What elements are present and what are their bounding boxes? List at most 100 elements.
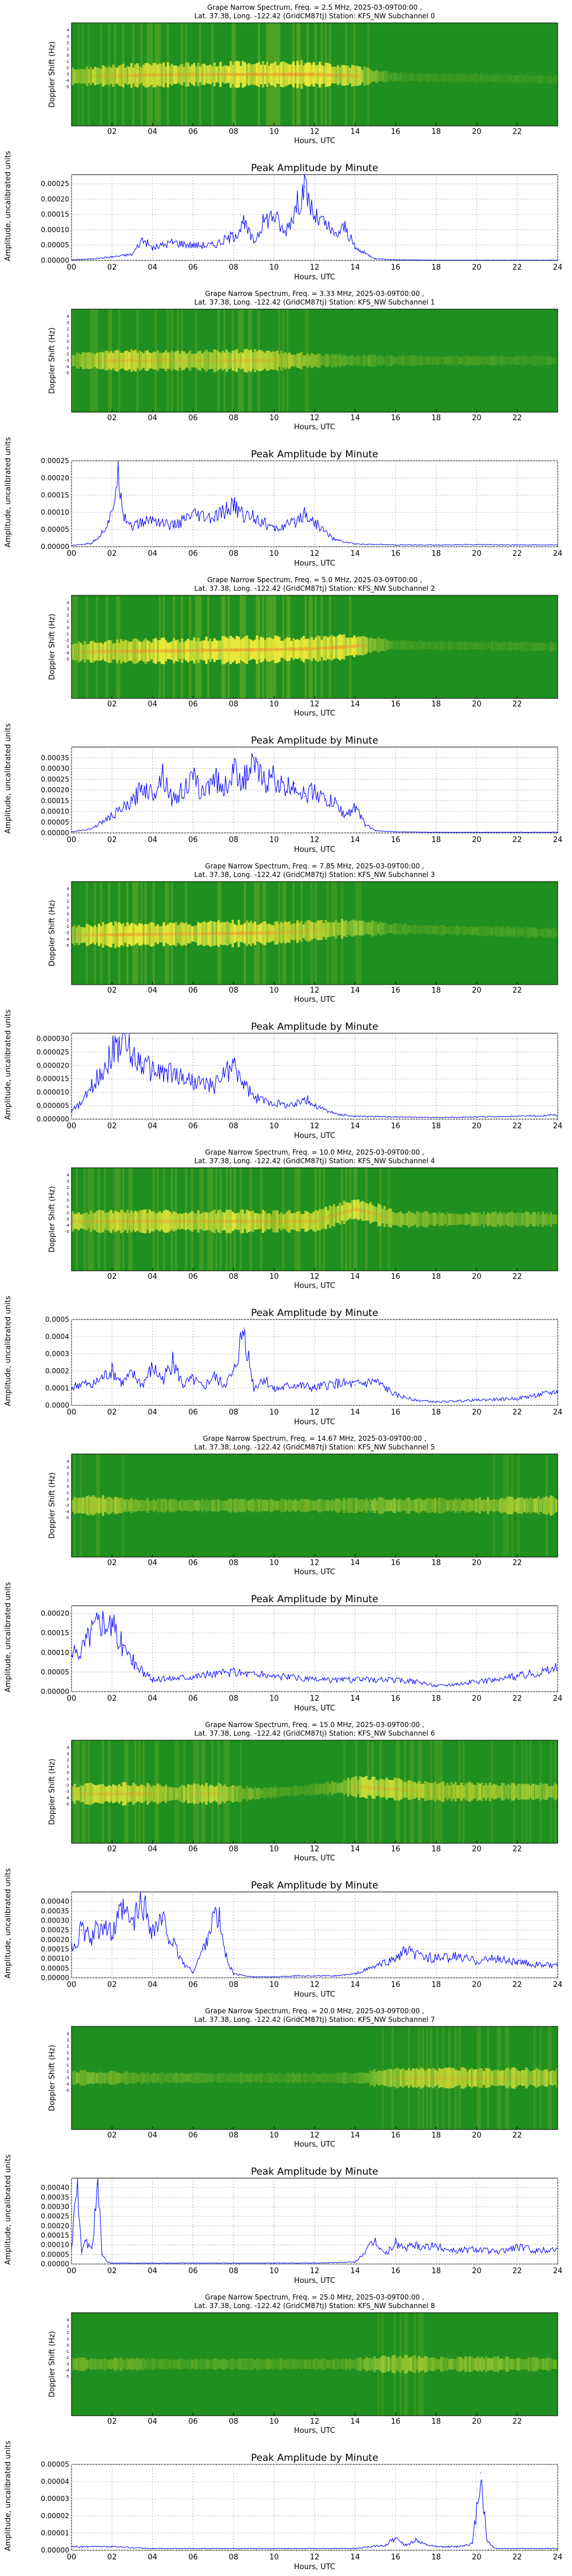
spectrogram-band [527,642,530,651]
amplitude-xlabel: Hours, UTC [294,1704,335,1713]
spectrogram-ytick-label: -5 [65,85,69,89]
spectrogram-core [460,2076,463,2080]
spectrogram-band [519,929,522,936]
spectrogram-band [535,642,538,651]
spectrogram-core [286,930,289,934]
spectrogram-band [412,924,415,935]
spectrogram-streak [282,1168,285,1271]
spectrogram-band [93,642,97,661]
spectrogram-xtick-label: 16 [391,2131,400,2140]
spectrogram-ytick-label: 2 [67,2330,69,2335]
spectrogram-core [355,74,357,78]
amplitude-ytick-label: 0.00005 [41,1668,69,1676]
amplitude-point [273,1389,275,1390]
spectrogram-band [213,1500,216,1511]
spectrogram-band [402,925,404,933]
amplitude-point [91,1386,93,1387]
spectrogram-band [278,2072,281,2084]
spectrogram-streak [553,1740,556,1843]
spectrogram-core [296,930,299,934]
spectrogram-band [110,2071,113,2085]
spectrogram-core [122,1792,125,1796]
spectrogram-xtick-label: 08 [229,700,239,709]
spectrogram-core [231,73,234,76]
amplitude-xtick-label: 22 [513,263,522,272]
spectrogram-band [488,2069,491,2087]
spectrogram-core [126,650,129,653]
spectrogram-band [440,1498,443,1514]
spectrogram-core [100,1504,102,1507]
spectrogram-band [533,1498,536,1513]
spectrogram-band [84,1783,86,1804]
spectrogram-band [416,1783,419,1798]
amplitude-point [152,519,153,520]
spectrogram-band [310,1784,313,1796]
spectrogram-streak [148,23,151,126]
amplitude-point [192,1379,194,1380]
spectrogram-band [491,1212,494,1227]
amplitude-point [334,1975,336,1977]
spectrogram-band [76,1214,78,1229]
spectrogram-band [274,1210,277,1232]
spectrogram-core [88,1504,90,1507]
spectrogram-band [244,1214,247,1229]
spectrogram-band [410,641,412,650]
spectrogram-xtick-label: 12 [310,986,320,995]
spectrogram-band [315,1500,317,1511]
spectrogram-band [237,353,240,368]
spectrogram-core [315,1219,317,1223]
spectrogram-xtick-label: 20 [472,700,482,709]
spectrogram-core [72,650,74,654]
spectrogram-band [328,2360,331,2369]
spectrogram-core [474,2076,477,2080]
spectrogram-band [268,2072,271,2084]
spectrogram-core [85,1504,88,1507]
spectrogram-band [507,642,510,651]
spectrogram-band [249,920,252,946]
spectrogram-core [190,1792,194,1796]
spectrogram-core [195,1219,198,1223]
spectrogram-band [128,352,131,369]
spectrogram-core [169,358,172,363]
amplitude-xlabel: Hours, UTC [294,2563,335,2571]
spectrogram-band [468,2069,471,2087]
spectrogram-band [98,1784,101,1803]
spectrogram-band [276,2358,279,2370]
spectrogram-band [190,1211,194,1232]
spectrogram-core [357,644,360,648]
amplitude-ytick-label: 0.0005 [45,1315,69,1323]
spectrogram-band [349,68,352,84]
spectrogram-core [343,73,345,78]
spectrogram-band [185,922,188,946]
spectrogram-band [98,68,101,85]
spectrogram-band [223,65,226,84]
spectrogram-streak [195,595,197,698]
spectrogram-band [316,1210,319,1231]
amplitude-point [77,2187,78,2188]
spectrogram-band [347,2360,349,2369]
amplitude-xtick-label: 04 [148,2553,157,2562]
amplitude-ylabel: Amplitude, uncalibrated units [4,437,13,547]
spectrogram-core [162,933,165,936]
spectrogram-core [270,648,273,651]
amplitude-point [107,2261,109,2263]
spectrogram-band [414,1214,416,1225]
spectrogram-band [136,1212,139,1231]
spectrogram-band [515,642,518,651]
spectrogram-band [190,354,194,368]
amplitude-ytick-label: 0.00000 [41,543,69,551]
spectrogram-streak [426,2026,428,2129]
spectrogram-band [154,1500,157,1511]
spectrogram-band [476,1499,479,1512]
spectrogram-band [124,68,127,84]
spectrogram-band [472,355,475,366]
spectrogram-core [73,933,76,937]
spectrogram-band [545,1212,548,1226]
amplitude-point [213,1086,214,1088]
spectrogram-band [296,1211,299,1231]
spectrogram-core [134,1792,137,1795]
spectrogram-core [223,649,226,651]
spectrogram-band [80,1214,82,1228]
spectrogram-band [227,1787,230,1801]
spectrogram-band [80,69,82,84]
